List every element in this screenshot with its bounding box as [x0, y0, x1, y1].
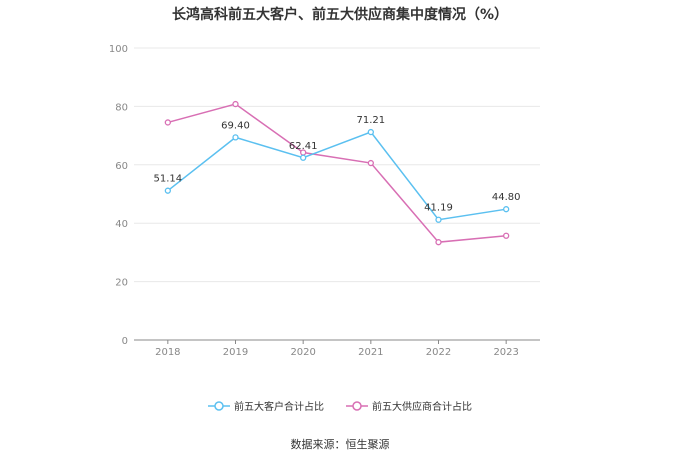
data-point-s1-1	[232, 100, 239, 108]
data-point-s1-0	[164, 119, 171, 126]
data-label-s0-4: 41.19	[424, 203, 453, 214]
y-tick-label: 20	[115, 278, 128, 289]
y-tick-label: 0	[122, 336, 128, 347]
legend-item-suppliers[interactable]: 前五大供应商合计占比	[346, 398, 472, 413]
data-point-s0-3	[367, 128, 374, 136]
series-line-1	[167, 103, 507, 243]
data-label-s0-1: 69.40	[221, 120, 250, 131]
y-tick-label: 60	[115, 161, 128, 172]
data-point-s0-2	[300, 154, 307, 161]
y-tick-label: 100	[109, 44, 128, 55]
data-point-s0-4	[435, 216, 442, 223]
data-point-s1-4	[435, 239, 442, 246]
data-point-s0-5	[503, 206, 510, 213]
chart-plot: 0 20 40 60 80 100 2018 2019 2020 2021 2022 2023 51.1…	[109, 44, 540, 358]
data-label-s0-5: 44.80	[492, 192, 521, 203]
x-tick-label: 2018	[155, 347, 180, 358]
data-point-s1-3	[367, 159, 374, 167]
data-label-s0-2: 62.41	[289, 141, 318, 152]
chart-title: 长鸿高科前五大客户、前五大供应商集中度情况（%）	[171, 7, 509, 23]
legend-label-suppliers: 前五大供应商合计占比	[372, 402, 472, 413]
data-point-s0-0	[164, 187, 171, 194]
x-tick-label: 2023	[493, 347, 518, 358]
y-tick-label: 80	[115, 102, 128, 113]
x-tick-label: 2022	[426, 347, 451, 358]
data-point-s1-5	[503, 232, 510, 239]
chart-legend: 前五大客户合计占比 前五大供应商合计占比	[0, 398, 680, 413]
y-tick-label: 40	[115, 219, 128, 230]
data-source: 数据来源：恒生聚源	[290, 438, 390, 451]
legend-label-customers: 前五大客户合计占比	[234, 402, 324, 413]
x-tick-label: 2020	[290, 347, 315, 358]
x-tick-label: 2019	[223, 347, 248, 358]
data-label-s0-0: 51.14	[154, 174, 183, 185]
data-label-s0-3: 71.21	[357, 115, 386, 126]
x-tick-label: 2021	[358, 347, 383, 358]
legend-marker-customers	[208, 400, 230, 411]
data-point-s0-1	[232, 134, 239, 141]
legend-item-customers[interactable]: 前五大客户合计占比	[208, 398, 324, 413]
legend-marker-suppliers	[346, 400, 368, 411]
series-line-0	[167, 131, 507, 221]
